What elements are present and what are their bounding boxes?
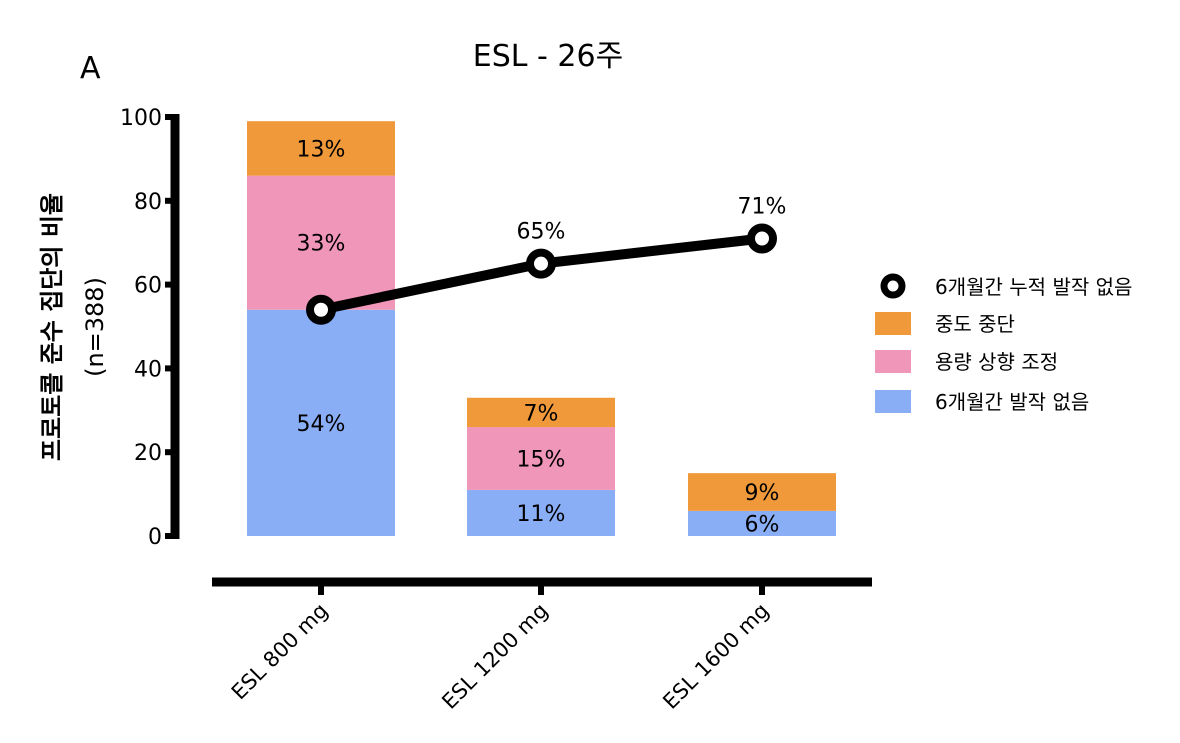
bar-value-label: 54% — [297, 412, 346, 437]
bar-value-label: 7% — [524, 401, 559, 426]
bar-segment — [247, 175, 395, 310]
line-value-label: 71% — [738, 195, 787, 220]
bar-value-label: 11% — [517, 502, 566, 527]
y-axis-title: 프로토콜 준수 집단의 비율 — [38, 193, 66, 461]
legend-label: 용량 상향 조정 — [935, 350, 1058, 374]
labels-layer: 54% 33% 13% 11% 15% 7% 6% 9% 0 20 40 60 80 100 ESL 800… — [120, 106, 786, 714]
legend-swatch — [875, 312, 911, 335]
y-tick-label: 40 — [134, 357, 162, 382]
y-tick-label: 100 — [120, 106, 162, 131]
x-tick-label: ESL 800 mg — [227, 599, 333, 705]
bar-segment — [467, 427, 615, 490]
bar-value-label: 15% — [517, 447, 566, 472]
legend-marker-line — [880, 273, 906, 299]
bar-value-label: 33% — [297, 232, 346, 257]
y-tick-label: 0 — [148, 525, 162, 550]
bar-segment — [467, 489, 615, 536]
legend-label: 6개월간 누적 발작 없음 — [935, 275, 1132, 299]
legend-swatch — [875, 350, 911, 373]
chart-title: ESL - 26주 — [473, 39, 623, 74]
y-axis-subtitle: (n=388) — [81, 277, 109, 377]
legend-label: 중도 중단 — [935, 312, 1015, 336]
x-tick-label: ESL 1600 mg — [658, 599, 773, 714]
line-layer — [306, 223, 777, 325]
line-point-marker — [747, 223, 777, 254]
y-tick-label: 20 — [134, 441, 162, 466]
bars-layer — [247, 121, 836, 536]
legend-swatch — [875, 390, 911, 413]
y-tick-label: 80 — [134, 190, 162, 215]
bar-value-label: 9% — [745, 481, 780, 506]
bar-segment — [247, 121, 395, 176]
legend-label: 6개월간 발작 없음 — [935, 390, 1089, 414]
line-point-marker — [306, 294, 336, 325]
bar-value-label: 13% — [297, 137, 346, 162]
bar-segment — [688, 473, 836, 511]
axes-layer — [165, 114, 872, 595]
y-axis-sublabel: (n=388) — [81, 277, 109, 377]
line-value-label: 65% — [517, 220, 566, 245]
bar-segment — [247, 309, 395, 536]
bar-segment — [688, 510, 836, 536]
x-tick-label: ESL 1200 mg — [437, 599, 552, 714]
line-point-marker — [526, 248, 556, 279]
bar-segment — [467, 397, 615, 428]
bar-value-label: 6% — [745, 512, 780, 537]
y-tick-label: 60 — [134, 274, 162, 299]
panel-label: A — [80, 51, 101, 86]
y-axis-label: 프로토콜 준수 집단의 비율 — [38, 193, 66, 461]
